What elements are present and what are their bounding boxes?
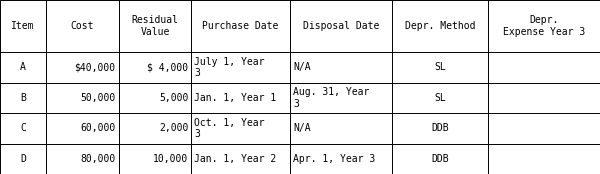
Text: C: C	[20, 123, 26, 133]
Text: DDB: DDB	[431, 123, 449, 133]
Text: A: A	[20, 62, 26, 72]
Text: $40,000: $40,000	[74, 62, 116, 72]
Text: 80,000: 80,000	[80, 154, 116, 164]
Text: Residual
Value: Residual Value	[131, 15, 178, 37]
Text: N/A: N/A	[293, 123, 311, 133]
Text: 5,000: 5,000	[159, 93, 188, 103]
Text: Depr.
Expense Year 3: Depr. Expense Year 3	[503, 15, 585, 37]
Text: Purchase Date: Purchase Date	[202, 21, 279, 31]
Text: DDB: DDB	[431, 154, 449, 164]
Text: 2,000: 2,000	[159, 123, 188, 133]
Text: Jan. 1, Year 2: Jan. 1, Year 2	[194, 154, 277, 164]
Text: Jan. 1, Year 1: Jan. 1, Year 1	[194, 93, 277, 103]
Text: Apr. 1, Year 3: Apr. 1, Year 3	[293, 154, 376, 164]
Text: D: D	[20, 154, 26, 164]
Text: Disposal Date: Disposal Date	[303, 21, 379, 31]
Text: Depr. Method: Depr. Method	[405, 21, 475, 31]
Text: 60,000: 60,000	[80, 123, 116, 133]
Text: Item: Item	[11, 21, 35, 31]
Text: 50,000: 50,000	[80, 93, 116, 103]
Text: SL: SL	[434, 93, 446, 103]
Text: Aug. 31, Year
3: Aug. 31, Year 3	[293, 87, 370, 109]
Text: Cost: Cost	[71, 21, 94, 31]
Text: SL: SL	[434, 62, 446, 72]
Text: Oct. 1, Year
3: Oct. 1, Year 3	[194, 117, 265, 139]
Text: July 1, Year
3: July 1, Year 3	[194, 57, 265, 78]
Text: N/A: N/A	[293, 62, 311, 72]
Text: B: B	[20, 93, 26, 103]
Text: $ 4,000: $ 4,000	[147, 62, 188, 72]
Text: 10,000: 10,000	[153, 154, 188, 164]
